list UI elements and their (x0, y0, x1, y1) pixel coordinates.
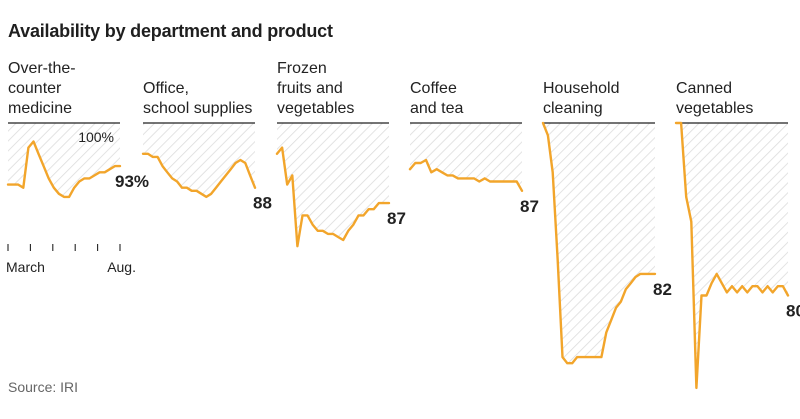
series-line (6, 140, 122, 199)
series-line (275, 146, 391, 248)
panel-group: 93% 100% March Aug. (6, 122, 149, 275)
chart-title: Availability by department and product (8, 21, 333, 41)
gap-hatch-area (8, 123, 120, 197)
gap-hatch-area (410, 123, 522, 191)
panel-label: Coffee and tea (410, 80, 464, 117)
panel-label: Frozen fruits and vegetables (277, 60, 355, 117)
gap-hatch-area (143, 123, 255, 197)
panel-group: 87 (408, 122, 539, 216)
source-note: Source: IRI (8, 379, 79, 395)
x-start-label: March (6, 259, 45, 275)
series-line (674, 121, 790, 390)
series-line (141, 152, 257, 199)
top-value-label: 100% (78, 129, 114, 145)
panel-group: 88 (141, 122, 272, 213)
panel-label: Canned vegetables (676, 80, 754, 117)
series-line (408, 158, 524, 192)
end-value-label: 87 (387, 209, 406, 228)
panel-group: 80 (674, 121, 800, 390)
panel-label: Office, school supplies (143, 80, 253, 117)
end-value-label: 80 (786, 301, 800, 320)
panel-label: Over-the- counter medicine (8, 60, 76, 117)
gap-hatch-area (676, 123, 788, 388)
end-value-label: 93% (115, 172, 149, 191)
panel-group: 82 (541, 121, 672, 365)
series-line (541, 121, 657, 365)
panel-group: 87 (275, 122, 406, 248)
gap-hatch-area (543, 123, 655, 364)
end-value-label: 82 (653, 280, 672, 299)
x-end-label: Aug. (107, 259, 136, 275)
panel-label: Household cleaning (543, 80, 620, 117)
end-value-label: 87 (520, 197, 539, 216)
end-value-label: 88 (253, 194, 272, 213)
